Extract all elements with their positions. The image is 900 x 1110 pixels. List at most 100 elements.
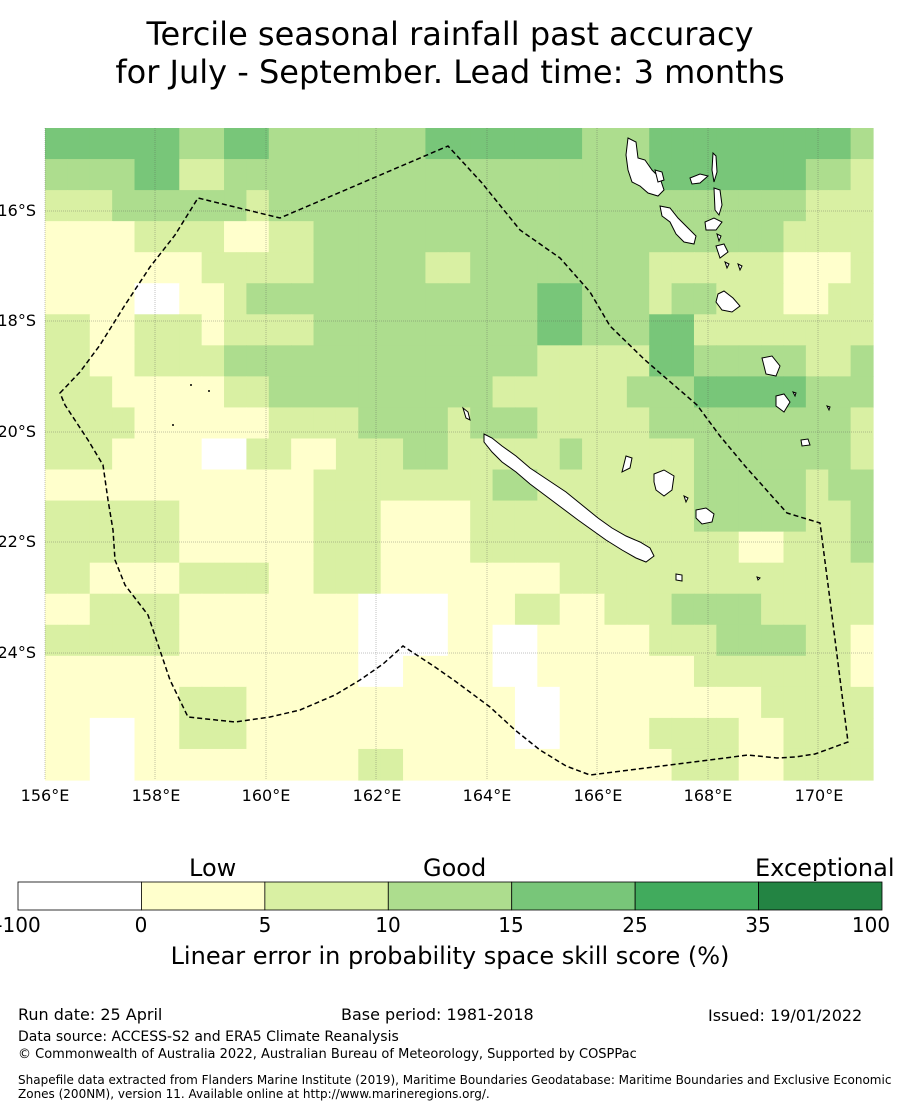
skill-cell xyxy=(291,314,315,346)
islet-b xyxy=(208,390,210,392)
skill-cell xyxy=(805,624,829,657)
skill-cell xyxy=(134,531,158,564)
skill-cell xyxy=(224,407,248,440)
skill-cell xyxy=(134,283,158,315)
skill-cell xyxy=(582,531,606,564)
skill-cell xyxy=(156,686,180,719)
skill-cell xyxy=(134,593,158,626)
skill-cell xyxy=(403,314,427,346)
belep-islands xyxy=(462,406,471,421)
skill-cell xyxy=(89,376,113,409)
skill-cell xyxy=(559,655,583,688)
maewo-island xyxy=(711,151,718,183)
skill-cell xyxy=(761,252,785,284)
skill-cell xyxy=(224,438,248,471)
skill-cell xyxy=(470,469,494,502)
skill-cell xyxy=(134,190,158,222)
skill-cell xyxy=(805,593,829,626)
ile-des-pins-island xyxy=(675,573,683,582)
skill-cell xyxy=(156,717,180,750)
skill-cell xyxy=(179,717,203,750)
skill-cell xyxy=(761,717,785,750)
bound-label: 0 xyxy=(134,913,148,937)
skill-cell xyxy=(179,624,203,657)
skill-cell xyxy=(403,159,427,191)
skill-cell xyxy=(179,748,203,781)
skill-cell xyxy=(358,190,382,222)
skill-cell xyxy=(604,593,628,626)
skill-cell xyxy=(134,252,158,284)
skill-cell xyxy=(112,190,136,222)
skill-cell xyxy=(156,159,180,191)
skill-cell xyxy=(380,159,404,191)
colorbar-segment xyxy=(387,881,513,911)
skill-cell xyxy=(492,469,516,502)
skill-cell xyxy=(335,624,359,657)
skill-cell xyxy=(604,717,628,750)
category-good: Good xyxy=(423,854,487,882)
skill-cell xyxy=(604,624,628,657)
skill-cell xyxy=(559,562,583,595)
skill-cell xyxy=(693,438,717,471)
skill-cell xyxy=(537,686,561,719)
skill-cell xyxy=(45,500,68,533)
skill-cell xyxy=(649,345,673,377)
skill-cell xyxy=(716,128,740,160)
skill-cell xyxy=(268,314,292,346)
skill-cell xyxy=(716,531,740,564)
skill-cell xyxy=(671,500,695,533)
skill-cell xyxy=(514,531,538,564)
skill-cell xyxy=(805,531,829,564)
skill-cell xyxy=(514,624,538,657)
skill-cell xyxy=(403,376,427,409)
skill-cell xyxy=(828,748,852,781)
skill-cell xyxy=(224,159,248,191)
skill-cell xyxy=(537,190,561,222)
skill-cell xyxy=(358,717,382,750)
skill-cell xyxy=(380,593,404,626)
skill-cell xyxy=(447,221,471,253)
skill-cell xyxy=(582,345,606,377)
skill-cell xyxy=(425,190,449,222)
skill-cell xyxy=(783,438,807,471)
skill-cell xyxy=(335,190,359,222)
skill-cell xyxy=(291,500,315,533)
skill-cell xyxy=(313,159,337,191)
skill-cell xyxy=(156,562,180,595)
skill-cell xyxy=(447,686,471,719)
skill-cell xyxy=(738,748,762,781)
bound-label: 35 xyxy=(745,913,771,937)
skill-cell xyxy=(403,190,427,222)
skill-cell xyxy=(671,159,695,191)
skill-cell xyxy=(850,252,874,284)
pentecost-island xyxy=(713,187,723,217)
skill-cell xyxy=(45,686,68,719)
skill-cell xyxy=(582,252,606,284)
skill-cell xyxy=(380,562,404,595)
skill-cell xyxy=(761,500,785,533)
skill-cell xyxy=(268,531,292,564)
skill-cell xyxy=(313,686,337,719)
skill-cell xyxy=(112,562,136,595)
skill-cell xyxy=(716,593,740,626)
skill-cell xyxy=(403,686,427,719)
skill-cell xyxy=(805,128,829,160)
skill-cell xyxy=(335,500,359,533)
skill-cell xyxy=(626,562,650,595)
epi-island xyxy=(715,243,729,259)
skill-cell xyxy=(514,376,538,409)
skill-cell xyxy=(537,221,561,253)
skill-cell xyxy=(850,717,874,750)
skill-cell xyxy=(671,655,695,688)
skill-cell xyxy=(335,407,359,440)
skill-cell xyxy=(716,500,740,533)
skill-cell xyxy=(626,686,650,719)
skill-cell xyxy=(805,655,829,688)
skill-cell xyxy=(425,562,449,595)
shapefile-note: Shapefile data extracted from Flanders M… xyxy=(18,1073,892,1101)
skill-cell xyxy=(537,655,561,688)
skill-cell xyxy=(537,624,561,657)
skill-cell xyxy=(179,562,203,595)
skill-cell xyxy=(380,438,404,471)
skill-cell xyxy=(380,314,404,346)
